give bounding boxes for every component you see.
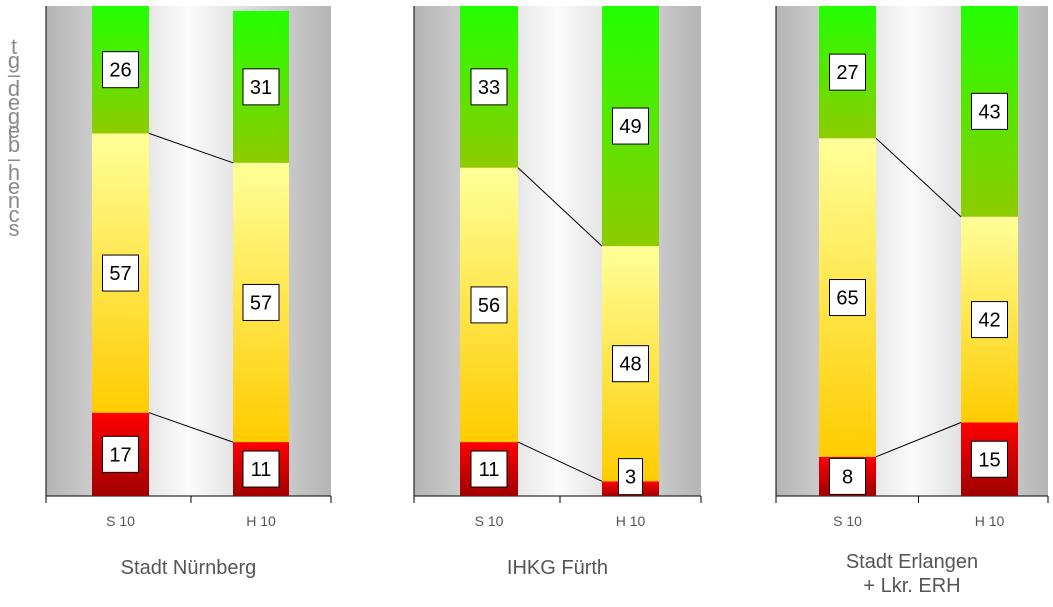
data-label: 26 — [102, 51, 139, 89]
x-tick-label: H 10 — [975, 513, 1005, 529]
data-label-text: 17 — [109, 444, 131, 466]
data-label: 11 — [242, 450, 280, 488]
data-label-box — [971, 92, 1008, 130]
data-label-text: 31 — [250, 77, 272, 99]
data-label-box — [470, 68, 508, 106]
data-label: 15 — [971, 440, 1008, 478]
data-label-text: 27 — [836, 62, 858, 84]
connector-line — [875, 422, 962, 458]
data-label-box — [829, 53, 866, 91]
data-label-text: 65 — [836, 288, 858, 310]
x-tick-label: S 10 — [833, 513, 862, 529]
y-axis-label-char: n — [7, 188, 21, 213]
data-label: 57 — [242, 283, 280, 321]
data-label: 31 — [242, 68, 280, 106]
data-label: 43 — [971, 92, 1008, 130]
data-label-text: 56 — [478, 295, 500, 317]
x-tick-label: S 10 — [475, 513, 504, 529]
data-label-text: 11 — [479, 459, 500, 481]
chart-panel: 11 56 33 S 10 3 48 49 H 10 IHKG Fürth — [413, 6, 702, 579]
data-label-box — [971, 301, 1008, 339]
data-label-text: 57 — [109, 263, 131, 285]
data-label: 27 — [829, 53, 866, 91]
data-label: 49 — [612, 107, 649, 145]
data-label: 8 — [829, 457, 866, 495]
data-label: 48 — [612, 345, 649, 383]
data-label-box — [242, 450, 280, 488]
y-axis-label-char: b — [7, 132, 21, 157]
data-label: 42 — [971, 301, 1008, 339]
y-axis-label-char: g — [7, 104, 21, 129]
data-label-box — [470, 286, 508, 324]
x-tick-label: S 10 — [106, 513, 135, 529]
data-label: 56 — [470, 286, 508, 324]
y-axis-label-char: g — [7, 48, 21, 73]
y-axis-label-char: d — [7, 76, 21, 101]
data-label: 33 — [470, 68, 508, 106]
y-axis-label-char: h — [7, 160, 21, 185]
chart-title: Stadt Erlangen — [846, 551, 978, 573]
data-label-text: 3 — [625, 467, 636, 489]
data-label-text: 57 — [250, 292, 272, 314]
data-label-box — [102, 254, 139, 292]
y-axis-label-char: s — [8, 216, 20, 241]
data-label-box — [470, 450, 508, 488]
connector-line — [875, 137, 962, 218]
y-axis-label-char: e — [7, 174, 21, 199]
data-label: 3 — [618, 458, 643, 496]
data-label-box — [618, 458, 643, 496]
data-label: 65 — [829, 279, 866, 317]
data-label: 57 — [102, 254, 139, 292]
data-label-text: 42 — [978, 310, 1000, 332]
x-tick-label: H 10 — [246, 513, 276, 529]
y-axis-label-char: c — [8, 202, 20, 227]
chart-panel: 17 57 26 S 10 11 57 31 H 10 Stadt Nürnberg — [45, 6, 332, 579]
data-label-text: 11 — [251, 459, 272, 481]
y-axis-label-char: – — [7, 62, 21, 87]
chart-panel: 8 65 27 S 10 15 42 43 H 10 Stadt Erlangen+ Lkr. … — [775, 6, 1049, 597]
y-axis-label-char: e — [7, 90, 21, 115]
data-label-text: 48 — [619, 354, 641, 376]
x-tick-label: H 10 — [616, 513, 646, 529]
y-axis-label-char: e — [7, 118, 21, 143]
data-label-text: 43 — [978, 101, 1000, 123]
data-label-box — [971, 440, 1008, 478]
data-label: 11 — [470, 450, 508, 488]
connector-line — [148, 132, 234, 164]
y-axis-label-char: t — [10, 34, 18, 59]
data-label-text: 33 — [478, 77, 500, 99]
y-axis-label: t g – d e g e b – h e n c s — [6, 34, 22, 470]
y-axis-label-char: – — [7, 146, 21, 171]
data-label-box — [242, 283, 280, 321]
data-label-box — [102, 51, 139, 89]
data-label-text: 26 — [109, 60, 131, 82]
connector-line — [517, 441, 603, 482]
connector-line — [517, 167, 603, 247]
data-label-box — [829, 279, 866, 317]
connector-line — [148, 412, 234, 443]
data-label-text: 8 — [842, 466, 853, 488]
data-label-box — [102, 435, 139, 473]
data-label-box — [242, 68, 280, 106]
data-label-text: 49 — [619, 116, 641, 138]
data-label-text: 15 — [978, 449, 1000, 471]
chart-title: + Lkr. ERH — [863, 575, 960, 597]
chart-title: IHKG Fürth — [507, 557, 608, 579]
data-label-box — [612, 107, 649, 145]
data-label-box — [612, 345, 649, 383]
data-label: 17 — [102, 435, 139, 473]
data-label-box — [829, 457, 866, 495]
chart-title: Stadt Nürnberg — [121, 557, 257, 579]
